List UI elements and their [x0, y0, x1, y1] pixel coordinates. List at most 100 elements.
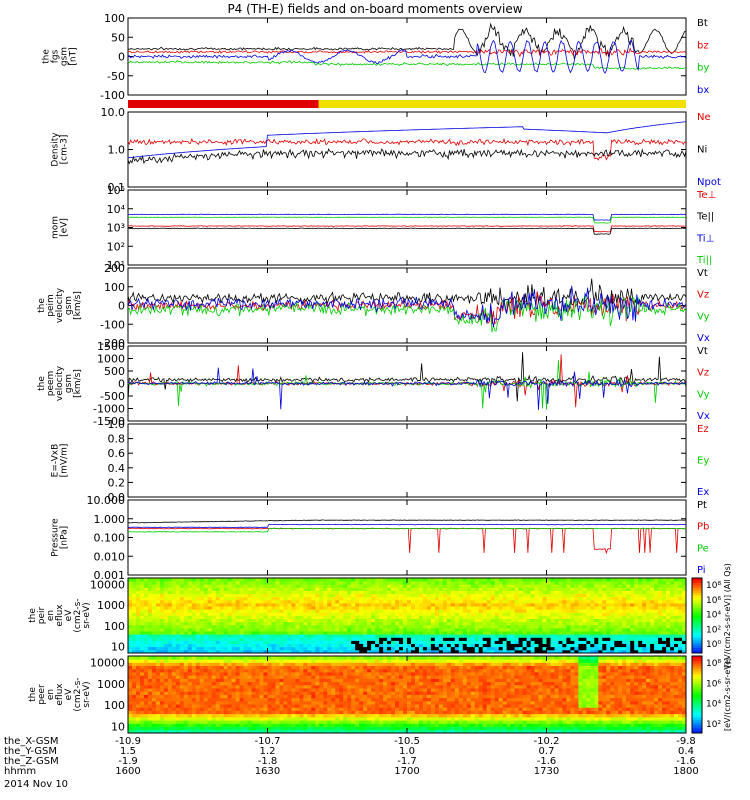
heatmap-cell-peir [670, 624, 675, 629]
heatmap-cell-peir [387, 631, 392, 635]
heatmap-cell-peer [159, 723, 165, 727]
heatmap-cell-peir [275, 621, 280, 626]
heatmap-cell-peir [379, 584, 384, 588]
heatmap-cell-peir [598, 643, 603, 648]
heatmap-cell-peir [462, 609, 468, 613]
heatmap-cell-peir [291, 624, 296, 629]
heatmap-cell-peir [199, 612, 205, 616]
heatmap-cell-peer [247, 723, 252, 727]
heatmap-cell-peer [255, 659, 260, 663]
heatmap-cell-peir [554, 603, 559, 607]
heatmap-cell-peer [203, 672, 209, 676]
heatmap-cell-peer [211, 688, 217, 692]
heatmap-cell-peer [231, 717, 236, 721]
heatmap-cell-peir [255, 584, 260, 588]
y-tick-label-peem-2: 500 [104, 365, 125, 378]
heatmap-cell-peir [534, 609, 539, 613]
legend-pressure-1: Pb [697, 522, 709, 533]
heatmap-cell-peir [538, 596, 543, 601]
heatmap-cell-peir [558, 649, 563, 654]
heatmap-cell-peir [490, 621, 496, 626]
heatmap-cell-peir [658, 609, 663, 613]
heatmap-cell-peer [187, 726, 193, 731]
heatmap-cell-peer [179, 694, 185, 699]
heatmap-cell-peer [219, 662, 225, 666]
heatmap-cell-peir [295, 631, 300, 635]
heatmap-cell-peer [163, 723, 169, 727]
heatmap-cell-peir [323, 631, 328, 635]
heatmap-cell-peir [235, 584, 240, 588]
heatmap-cell-peir [650, 606, 655, 610]
heatmap-cell-peir [658, 628, 663, 632]
heatmap-cell-peir [614, 640, 619, 644]
heatmap-cell-peir [438, 578, 444, 582]
heatmap-cell-peer [159, 662, 165, 666]
heatmap-cell-peir [650, 584, 655, 588]
heatmap-cell-peir [191, 618, 197, 623]
heatmap-cell-peir [195, 624, 201, 629]
heatmap-cell-peer [207, 704, 213, 708]
heatmap-cell-peer [295, 691, 300, 695]
heatmap-cell-peir [422, 590, 428, 594]
heatmap-cell-peir [626, 624, 631, 629]
heatmap-cell-peir [682, 637, 687, 641]
heatmap-cell-peer [140, 694, 145, 699]
heatmap-cell-peir [327, 624, 332, 629]
heatmap-cell-peir [391, 593, 396, 598]
heatmap-cell-peir [658, 621, 663, 626]
heatmap-cell-peir [128, 581, 133, 585]
heatmap-cell-peir [259, 615, 264, 619]
heatmap-cell-peir [387, 640, 392, 644]
heatmap-cell-peer [295, 713, 300, 718]
heatmap-cell-peir [347, 593, 352, 598]
heatmap-cell-peir [275, 649, 280, 654]
heatmap-cell-peir [243, 646, 248, 651]
heatmap-cell-peir [331, 646, 336, 651]
heatmap-cell-peir [251, 606, 256, 610]
y-axis-label-fgs-1: fgs [51, 49, 61, 63]
heatmap-cell-peir [223, 646, 229, 651]
heatmap-cell-peer [219, 717, 225, 721]
heatmap-cell-peer [211, 723, 217, 727]
heatmap-cell-peir [147, 612, 153, 616]
y-tick-label-peim-2: 0 [118, 300, 125, 313]
heatmap-cell-peir [674, 615, 679, 619]
heatmap-cell-peir [167, 621, 173, 626]
heatmap-cell-peir [159, 587, 165, 591]
colorbar-cell-peir [692, 650, 702, 654]
heatmap-cell-peir [275, 624, 280, 629]
heatmap-cell-peir [215, 587, 221, 591]
heatmap-cell-peir [474, 593, 480, 598]
heatmap-cell-peir [147, 609, 153, 613]
heatmap-cell-peir [339, 640, 344, 644]
heatmap-cell-peir [191, 596, 197, 601]
heatmap-cell-peir [279, 606, 284, 610]
heatmap-cell-peir [470, 631, 476, 635]
heatmap-cell-peir [538, 606, 543, 610]
heatmap-cell-peir [287, 609, 292, 613]
heatmap-cell-peir [255, 612, 260, 616]
heatmap-cell-peir [407, 643, 412, 648]
heatmap-cell-peer [315, 710, 320, 715]
heatmap-cell-peir [438, 631, 444, 635]
heatmap-cell-peir [203, 618, 209, 623]
heatmap-cell-peer [279, 700, 284, 705]
heatmap-cell-peir [211, 631, 217, 635]
heatmap-cell-peer [315, 694, 320, 699]
heatmap-cell-peer [211, 697, 217, 702]
heatmap-cell-peer [215, 700, 221, 705]
heatmap-cell-peir [662, 603, 667, 607]
heatmap-cell-peir [411, 640, 416, 644]
heatmap-cell-peir [546, 634, 551, 638]
heatmap-cell-peer [287, 704, 292, 708]
heatmap-cell-peir [478, 643, 484, 648]
heatmap-cell-peir [307, 584, 312, 588]
heatmap-cell-peer [195, 713, 201, 718]
heatmap-cell-peir [570, 649, 575, 654]
heatmap-cell-peir [562, 624, 567, 629]
heatmap-cell-peer [323, 672, 328, 676]
y-axis-label-peir-0: the [28, 608, 38, 623]
heatmap-cell-peer [140, 684, 145, 689]
heatmap-cell-peir [231, 615, 236, 619]
heatmap-cell-peir [558, 646, 563, 651]
